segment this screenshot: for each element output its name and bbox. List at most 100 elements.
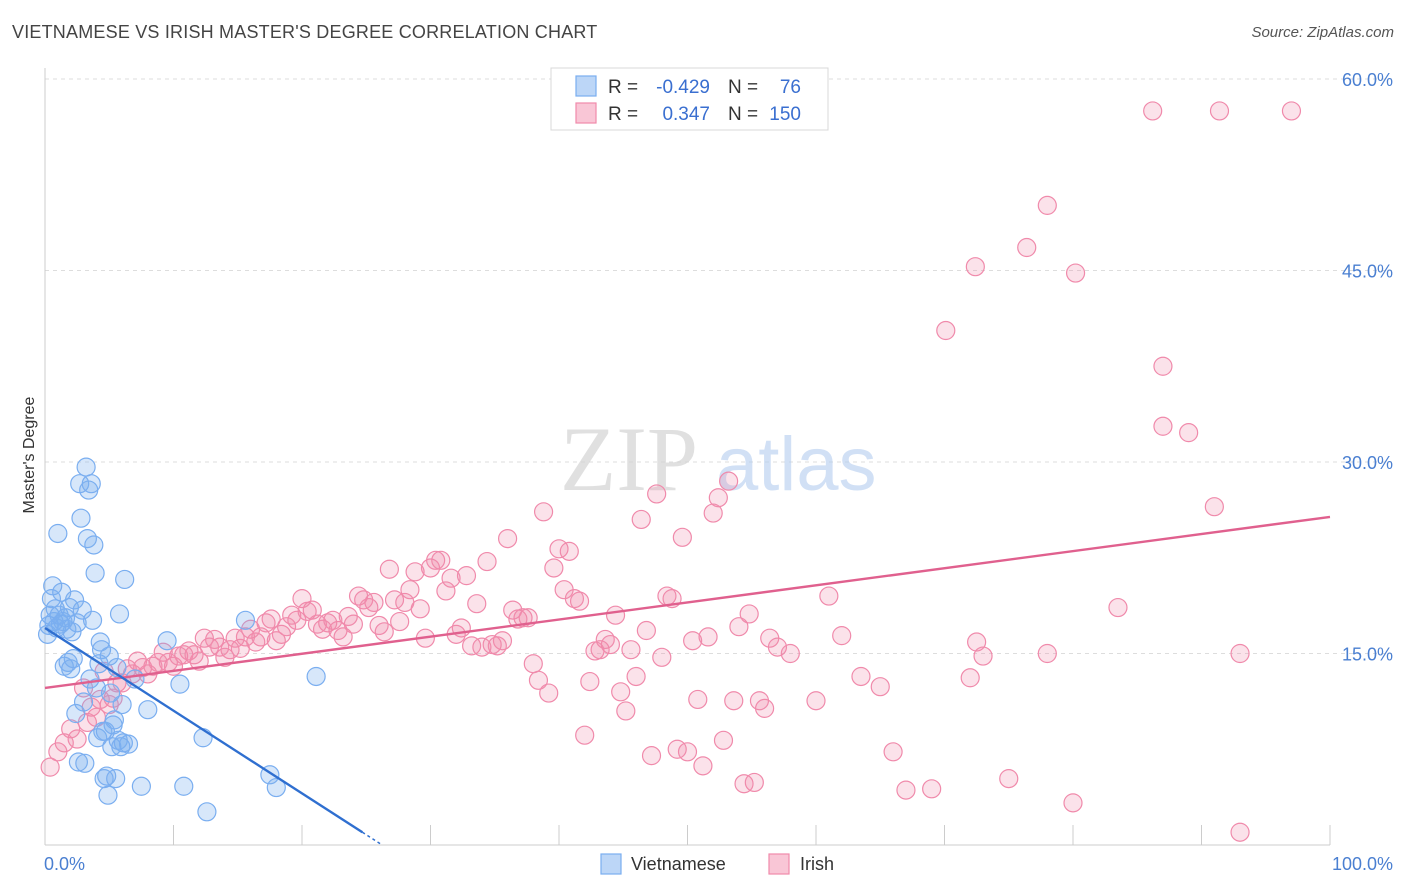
irish-point-104 (575, 725, 595, 745)
irish-point-156 (1063, 793, 1083, 813)
irish-point-76 (431, 550, 451, 570)
vietnamese-point-24 (68, 752, 89, 772)
irish-point-170 (1204, 497, 1224, 517)
irish-point-133 (724, 691, 744, 711)
irish-point-119 (652, 647, 672, 667)
legend-r-label-vietnamese: R = (608, 77, 638, 98)
watermark-atlas: atlas (716, 422, 877, 507)
irish-point-125 (683, 631, 703, 651)
irish-point-130 (708, 488, 728, 508)
vietnamese-point-37 (85, 563, 105, 583)
vietnamese-point-65 (157, 631, 177, 651)
vietnamese-trend-extension (361, 831, 383, 846)
irish-point-142 (780, 643, 800, 664)
chart-title: VIETNAMESE VS IRISH MASTER'S DEGREE CORR… (12, 22, 598, 42)
irish-point-113 (621, 640, 641, 660)
irish-point-87 (487, 636, 507, 656)
irish-point-158 (1153, 356, 1173, 376)
legend-box: R = -0.429 N = 76 R = 0.347 N = 150 (550, 67, 829, 131)
irish-point-62 (359, 597, 379, 618)
vietnamese-point-72 (266, 777, 286, 798)
legend-r-label-irish: R = (608, 104, 638, 125)
irish-point-54 (318, 613, 338, 633)
irish-point-88 (492, 631, 513, 651)
legend-swatch-vietnamese (575, 75, 597, 97)
vietnamese-point-27 (72, 600, 92, 620)
irish-point-123 (672, 527, 692, 547)
vietnamese-point-38 (86, 678, 107, 698)
irish-point-85 (477, 551, 497, 572)
irish-point-101 (559, 541, 579, 561)
irish-point-112 (616, 701, 636, 721)
irish-point-35 (220, 640, 240, 660)
irish-point-161 (965, 257, 985, 277)
irish-point-168 (1153, 416, 1173, 436)
irish-point-72 (410, 599, 430, 619)
irish-point-118 (647, 484, 667, 504)
watermark: ZIP atlas (560, 408, 877, 510)
irish-point-46 (276, 617, 297, 637)
vietnamese-trend-line (44, 626, 364, 834)
vietnamese-point-60 (115, 569, 135, 590)
irish-point-162 (1017, 237, 1037, 258)
irish-point-159 (1230, 643, 1250, 664)
irish-point-127 (693, 756, 713, 776)
irish-point-154 (999, 769, 1019, 789)
vietnamese-point-52 (104, 710, 124, 730)
irish-point-4 (67, 729, 87, 749)
y-axis-label: Master's Degree (21, 396, 38, 513)
y-tick-label-2: 45.0% (1342, 262, 1393, 282)
irish-point-116 (636, 620, 656, 641)
irish-point-136 (739, 604, 759, 624)
legend-r-value-irish: 0.347 (662, 104, 710, 125)
vietnamese-point-20 (63, 649, 83, 669)
irish-point-0 (40, 757, 60, 777)
vietnamese-point-73 (306, 666, 326, 687)
irish-point-57 (333, 627, 353, 647)
irish-point-75 (426, 550, 446, 570)
irish-point-143 (806, 691, 826, 711)
vietnamese-point-64 (138, 700, 158, 720)
bottom-legend: Vietnamese Irish (600, 853, 834, 875)
irish-point-83 (467, 594, 487, 614)
grid-lines (45, 78, 1392, 654)
irish-point-64 (369, 615, 389, 636)
bottom-legend-swatch-irish (768, 853, 790, 875)
vietnamese-point-53 (106, 769, 126, 789)
irish-points (40, 101, 1302, 842)
vietnamese-point-66 (170, 674, 190, 694)
irish-point-97 (539, 683, 559, 703)
y-tick-label-3: 60.0% (1342, 70, 1393, 90)
vietnamese-point-49 (100, 683, 121, 703)
irish-point-81 (456, 566, 477, 586)
irish-point-157 (1108, 597, 1128, 618)
legend-n-label-vietnamese: N = (728, 77, 758, 98)
irish-point-165 (1143, 101, 1163, 121)
irish-point-40 (246, 632, 266, 652)
irish-point-139 (754, 698, 775, 718)
irish-point-47 (282, 605, 302, 625)
irish-point-150 (922, 779, 942, 799)
irish-point-22 (153, 642, 173, 662)
irish-point-163 (1037, 195, 1057, 215)
vietnamese-point-28 (73, 692, 94, 712)
irish-point-82 (462, 636, 482, 656)
irish-point-90 (503, 600, 523, 620)
y-tick-label-0: 15.0% (1342, 645, 1393, 665)
irish-point-148 (883, 742, 903, 762)
irish-point-3 (61, 719, 81, 739)
vietnamese-point-23 (67, 613, 87, 633)
legend-n-label-irish: N = (728, 104, 758, 125)
irish-point-152 (967, 632, 987, 652)
irish-point-169 (1179, 423, 1199, 443)
vietnamese-point-61 (118, 734, 139, 754)
irish-point-147 (870, 677, 890, 697)
irish-point-89 (498, 528, 518, 549)
irish-point-107 (590, 640, 610, 660)
vietnamese-point-39 (88, 728, 108, 748)
irish-point-114 (626, 666, 646, 687)
irish-point-146 (851, 666, 871, 687)
irish-point-30 (194, 628, 214, 648)
vietnamese-point-42 (91, 640, 112, 660)
irish-point-129 (703, 503, 723, 523)
